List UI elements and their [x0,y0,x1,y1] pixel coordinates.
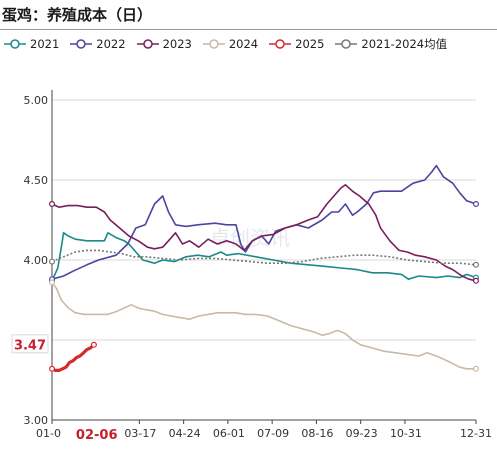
legend-label: 2021 [30,37,60,51]
chart-title: 蛋鸡：养殖成本（日） [2,6,153,24]
x-tick-label: 07-09 [257,427,289,440]
series-endpoint-2 [48,201,55,208]
last-value-box [11,334,49,354]
series-endpoint-3 [473,365,480,372]
y-tick-label: 5.00 [24,94,49,107]
series-line-5 [51,249,477,266]
legend-item-4: 2025 [269,37,324,51]
axes: 5.004.504.003.503.0001-003-1704-2406-010… [24,90,492,443]
y-tick-label: 3.00 [24,414,49,427]
title-divider [0,29,497,30]
series-endpoint-5 [473,261,480,268]
series-line-2 [51,184,477,282]
series-line-3 [51,281,476,370]
series-line-0 [51,232,477,282]
x-tick-label: 09-23 [346,427,378,440]
legend-label: 2021-2024均值 [361,37,448,51]
current-date-label: 02-06 [76,428,118,443]
series-endpoint-3 [48,279,55,286]
legend-swatch-icon [4,39,26,49]
legend-swatch-icon [70,39,93,49]
series-endpoint-2 [473,277,480,284]
y-tick-label: 4.00 [24,254,49,267]
legend: 2021 2022 2023 2024 2025 2021-2024均值 [4,35,458,53]
data-labels: 3.47 [11,334,49,354]
legend-item-0: 2021 [4,37,59,51]
legend-label: 2025 [295,37,325,51]
x-tick-label: 01-0 [36,427,61,440]
legend-item-5: 2021-2024均值 [335,36,447,52]
y-tick-label: 4.50 [24,174,49,187]
x-tick-label: 08-16 [301,427,333,440]
x-tick-label: 10-31 [390,427,422,440]
x-tick-label: 04-24 [169,427,201,440]
series-line-1 [51,164,477,280]
legend-swatch-icon [202,39,225,49]
legend-item-3: 2024 [202,37,259,51]
series-line-4 [51,343,95,372]
legend-label: 2023 [162,37,192,51]
legend-swatch-icon [269,39,292,49]
legend-swatch-icon [136,39,159,49]
legend-label: 2024 [228,37,259,51]
legend-item-1: 2022 [70,37,126,51]
series-endpoint-1 [473,201,480,208]
series-lines [48,164,480,372]
legend-item-2: 2023 [136,37,192,51]
legend-label: 2022 [96,37,126,51]
x-tick-label: 06-01 [213,427,245,440]
last-value-label: 3.47 [14,338,46,353]
legend-swatch-icon [335,39,358,49]
x-tick-label: 12-31 [460,427,492,440]
series-endpoint-4 [90,341,97,348]
x-tick-label: 03-17 [124,427,156,440]
series-endpoint-4 [48,365,55,372]
series-endpoint-5 [48,258,55,265]
